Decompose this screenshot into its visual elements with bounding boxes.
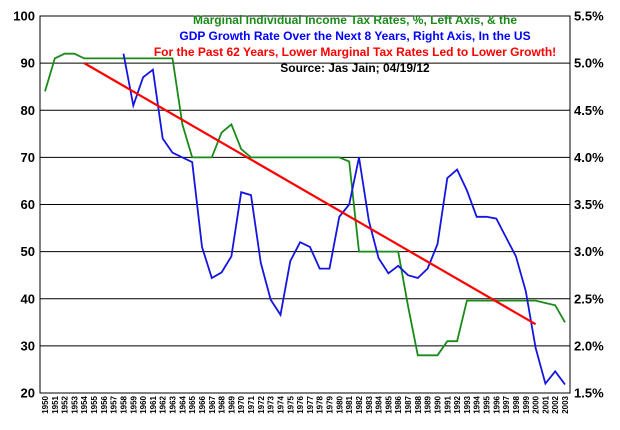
x-tick-label: 1983 <box>365 395 374 413</box>
x-tick-label: 1960 <box>139 395 148 413</box>
trend-line <box>83 62 537 326</box>
series-line-gdp-growth <box>122 53 566 386</box>
x-tick-label: 1985 <box>384 395 393 413</box>
right-tick-label: 5.5% <box>574 9 604 24</box>
x-tick-label: 1970 <box>237 395 246 413</box>
x-tick-label: 1973 <box>267 395 276 413</box>
left-tick-label: 70 <box>21 150 35 165</box>
x-tick-label: 1954 <box>80 395 89 413</box>
x-tick-label: 1974 <box>276 395 285 413</box>
x-tick-label: 1994 <box>473 395 482 413</box>
x-tick-label: 1998 <box>512 395 521 413</box>
left-tick-label: 50 <box>21 244 35 259</box>
x-tick-label: 1981 <box>345 395 354 413</box>
left-tick-label: 90 <box>21 56 35 71</box>
x-tick-label: 1986 <box>394 395 403 413</box>
right-tick-label: 3.0% <box>574 244 604 259</box>
right-tick-label: 1.5% <box>574 386 604 401</box>
x-tick-label: 1972 <box>257 395 266 413</box>
title-line-3: For the Past 62 Years, Lower Marginal Ta… <box>153 45 557 59</box>
x-tick-label: 1950 <box>41 395 50 413</box>
right-tick-label: 4.0% <box>574 150 604 165</box>
series-line-tax-rate <box>44 52 566 357</box>
x-tick-label: 1996 <box>492 395 501 413</box>
x-tick-label: 2000 <box>532 395 541 413</box>
left-axis-ticks: 20 30 40 50 60 70 80 90 100 <box>13 9 35 401</box>
x-tick-label: 1997 <box>502 395 511 413</box>
x-tick-label: 1978 <box>316 395 325 413</box>
x-tick-label: 2003 <box>561 395 570 413</box>
x-tick-label: 1961 <box>149 395 158 413</box>
x-tick-label: 1987 <box>404 395 413 413</box>
right-tick-label: 2.0% <box>574 338 604 353</box>
x-tick-label: 1965 <box>188 395 197 413</box>
x-tick-label: 1975 <box>286 395 295 413</box>
x-tick-label: 1964 <box>178 395 187 413</box>
title-line-1: Marginal Individual Income Tax Rates, %,… <box>192 13 518 27</box>
x-tick-label: 1980 <box>335 395 344 413</box>
right-tick-label: 4.5% <box>574 103 604 118</box>
x-tick-label: 1993 <box>463 395 472 413</box>
x-tick-label: 1990 <box>433 395 442 413</box>
x-tick-label: 1967 <box>208 395 217 413</box>
right-axis-ticks: 1.5% 2.0% 2.5% 3.0% 3.5% 4.0% 4.5% 5.0% 5.5% <box>574 9 604 401</box>
left-tick-label: 100 <box>13 9 35 24</box>
x-tick-label: 1963 <box>169 395 178 413</box>
right-tick-label: 2.5% <box>574 291 604 306</box>
x-tick-label: 1962 <box>159 395 168 413</box>
left-tick-label: 80 <box>21 103 35 118</box>
x-tick-label: 1953 <box>70 395 79 413</box>
x-tick-label: 1979 <box>326 395 335 413</box>
x-axis-ticks: 1950 1951 1952 1953 1954 1955 1956 1957 1958 1959… <box>41 395 570 413</box>
right-tick-label: 5.0% <box>574 56 604 71</box>
right-tick-label: 3.5% <box>574 197 604 212</box>
left-tick-label: 40 <box>21 291 35 306</box>
x-tick-label: 2001 <box>541 395 550 413</box>
x-tick-label: 1989 <box>424 395 433 413</box>
x-tick-label: 1991 <box>443 395 452 413</box>
x-tick-label: 1988 <box>414 395 423 413</box>
left-tick-label: 20 <box>21 386 35 401</box>
x-tick-label: 1952 <box>61 395 70 413</box>
left-tick-label: 30 <box>21 338 35 353</box>
x-tick-label: 1956 <box>100 395 109 413</box>
x-tick-label: 1999 <box>522 395 531 413</box>
x-tick-label: 1955 <box>90 395 99 413</box>
x-tick-label: 1957 <box>110 395 119 413</box>
x-tick-label: 1984 <box>375 395 384 413</box>
x-tick-label: 2002 <box>551 395 560 413</box>
x-tick-label: 1959 <box>129 395 138 413</box>
x-tick-label: 1951 <box>51 395 60 413</box>
x-tick-label: 1995 <box>483 395 492 413</box>
x-tick-label: 1969 <box>227 395 236 413</box>
x-tick-label: 1982 <box>355 395 364 413</box>
title-line-4: Source: Jas Jain; 04/19/12 <box>280 61 430 75</box>
x-tick-label: 1968 <box>218 395 227 413</box>
title-line-2: GDP Growth Rate Over the Next 8 Years, R… <box>179 29 531 43</box>
x-tick-label: 1971 <box>247 395 256 413</box>
x-tick-label: 1958 <box>119 395 128 413</box>
x-tick-label: 1977 <box>306 395 315 413</box>
x-tick-label: 1992 <box>453 395 462 413</box>
x-tick-label: 1966 <box>198 395 207 413</box>
left-tick-label: 60 <box>21 197 35 212</box>
x-tick-label: 1976 <box>296 395 305 413</box>
